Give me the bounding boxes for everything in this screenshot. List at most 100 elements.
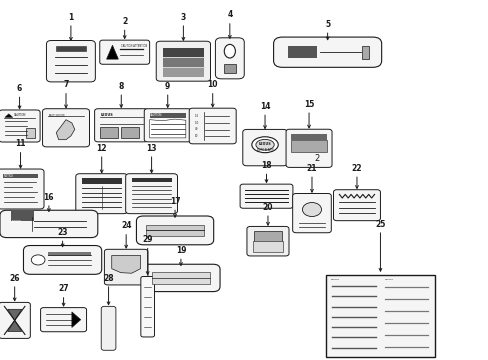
Text: 10: 10	[194, 134, 198, 138]
Text: XXXXXX: XXXXXX	[384, 279, 393, 280]
FancyBboxPatch shape	[246, 226, 288, 256]
Bar	[56, 46, 85, 51]
Text: CAUTION: CAUTION	[14, 113, 26, 117]
Text: 7: 7	[63, 80, 68, 89]
Text: 17: 17	[169, 197, 180, 206]
Bar	[223, 64, 235, 73]
Text: 14: 14	[259, 102, 270, 111]
Text: 4: 4	[227, 10, 232, 19]
Bar	[26, 128, 35, 138]
FancyBboxPatch shape	[379, 276, 432, 356]
Bar	[149, 113, 185, 118]
Bar	[288, 46, 317, 58]
Bar	[162, 48, 204, 57]
Text: 16: 16	[43, 193, 54, 202]
Text: CAUTION: CAUTION	[150, 113, 162, 117]
Text: 10: 10	[207, 80, 218, 89]
Text: 20: 20	[262, 203, 273, 212]
Polygon shape	[149, 119, 185, 138]
Ellipse shape	[224, 44, 235, 58]
Bar	[291, 134, 326, 140]
Text: 25: 25	[374, 220, 385, 229]
Text: 15: 15	[303, 100, 314, 109]
Bar	[151, 272, 210, 284]
FancyBboxPatch shape	[142, 264, 220, 292]
Text: 18: 18	[261, 161, 271, 170]
FancyBboxPatch shape	[0, 210, 98, 238]
Circle shape	[302, 202, 321, 217]
Text: NOTICE: NOTICE	[4, 174, 14, 178]
Polygon shape	[106, 45, 118, 59]
FancyBboxPatch shape	[0, 302, 30, 338]
Polygon shape	[111, 256, 141, 273]
Text: 19: 19	[175, 246, 186, 255]
FancyBboxPatch shape	[141, 276, 154, 337]
FancyBboxPatch shape	[292, 194, 331, 233]
Bar	[48, 252, 91, 256]
Text: AUTO ALARM: AUTO ALARM	[256, 148, 273, 153]
FancyBboxPatch shape	[240, 184, 292, 208]
Text: CAUTION ATTENTION: CAUTION ATTENTION	[121, 44, 147, 48]
Ellipse shape	[255, 139, 274, 150]
Polygon shape	[8, 320, 21, 332]
Text: 3: 3	[181, 13, 185, 22]
Text: 22: 22	[351, 164, 362, 173]
Text: 8: 8	[119, 82, 123, 91]
Bar	[131, 178, 171, 182]
Text: 29: 29	[142, 235, 153, 244]
Circle shape	[31, 255, 45, 265]
Bar	[11, 210, 34, 221]
Text: 21: 21	[306, 164, 317, 173]
FancyBboxPatch shape	[42, 109, 89, 147]
FancyBboxPatch shape	[0, 169, 44, 209]
FancyBboxPatch shape	[215, 38, 244, 79]
Bar	[101, 127, 118, 138]
FancyBboxPatch shape	[23, 246, 102, 274]
Bar	[121, 127, 139, 138]
Bar	[81, 178, 122, 184]
FancyBboxPatch shape	[333, 190, 380, 221]
Text: 2: 2	[122, 17, 127, 26]
Bar	[325, 275, 434, 357]
Bar	[3, 174, 38, 179]
FancyBboxPatch shape	[41, 307, 86, 332]
FancyBboxPatch shape	[189, 108, 236, 144]
FancyBboxPatch shape	[0, 110, 40, 142]
Text: 9: 9	[165, 82, 170, 91]
FancyBboxPatch shape	[326, 276, 380, 356]
Polygon shape	[56, 120, 75, 140]
Text: 5: 5	[325, 20, 329, 29]
Text: 26: 26	[9, 274, 20, 283]
FancyBboxPatch shape	[285, 129, 331, 167]
FancyBboxPatch shape	[100, 40, 149, 64]
Bar	[162, 68, 204, 77]
Text: 13: 13	[146, 144, 157, 153]
Text: 1: 1	[68, 13, 73, 22]
FancyBboxPatch shape	[156, 41, 210, 81]
FancyBboxPatch shape	[76, 174, 127, 213]
Text: LEXUS: LEXUS	[101, 113, 113, 117]
Text: XXXXXX: XXXXXX	[330, 279, 339, 280]
Text: MULTI-ROUTE: MULTI-ROUTE	[49, 114, 66, 118]
Polygon shape	[5, 114, 13, 117]
Text: 40: 40	[194, 127, 198, 131]
Bar	[254, 231, 281, 242]
Text: NOTICE: NOTICE	[12, 220, 22, 224]
Text: 1.5: 1.5	[194, 114, 199, 118]
Bar	[162, 58, 204, 67]
FancyBboxPatch shape	[144, 109, 191, 142]
Text: 27: 27	[58, 284, 69, 293]
Text: 6: 6	[17, 84, 22, 93]
Text: LEXUS: LEXUS	[258, 142, 271, 146]
Bar	[361, 46, 368, 59]
Bar	[291, 140, 326, 152]
Text: 2: 2	[314, 154, 319, 163]
Text: 1.0: 1.0	[194, 121, 199, 125]
Text: 23: 23	[57, 228, 68, 237]
FancyBboxPatch shape	[95, 109, 147, 142]
Text: 28: 28	[103, 274, 114, 283]
Bar	[252, 241, 283, 252]
FancyBboxPatch shape	[273, 37, 381, 67]
FancyBboxPatch shape	[104, 249, 147, 285]
FancyBboxPatch shape	[46, 40, 95, 82]
